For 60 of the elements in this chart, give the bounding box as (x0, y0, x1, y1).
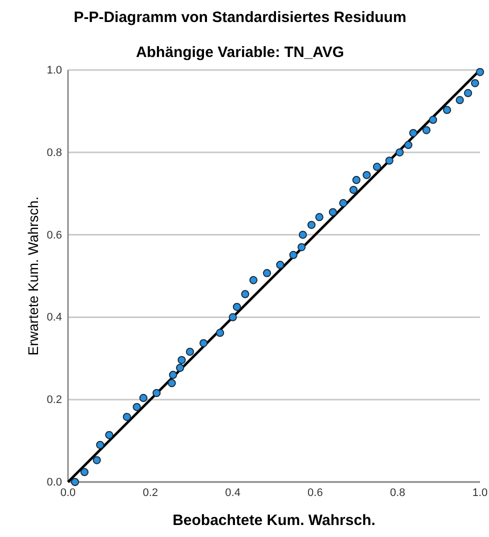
x-tick-label: 0.0 (60, 486, 76, 499)
point (132, 402, 141, 412)
point (168, 379, 176, 388)
point (456, 96, 464, 104)
point (70, 478, 80, 486)
point (139, 394, 148, 402)
x-tick-label: 1.0 (472, 486, 488, 499)
x-tick-label: 0.4 (225, 486, 240, 499)
chart-subtitle: Abhängige Variable: TN_AVG (136, 44, 344, 61)
point (216, 328, 224, 337)
point (289, 250, 298, 260)
y-tick-label: 0.6 (46, 229, 62, 242)
point (262, 269, 272, 278)
point (442, 106, 452, 114)
y-tick-label: 1.0 (46, 64, 62, 77)
point (276, 260, 284, 269)
y-tick-label: 0.0 (46, 476, 62, 489)
point (152, 388, 161, 398)
point (199, 339, 208, 348)
y-tick-label: 0.2 (46, 394, 62, 406)
point (315, 213, 324, 222)
point (385, 156, 394, 165)
point (178, 356, 186, 364)
point (396, 148, 404, 156)
point (372, 162, 382, 171)
point (349, 186, 358, 194)
point (404, 140, 412, 150)
point (464, 89, 472, 98)
point (476, 68, 484, 76)
x-tick-label: 0.6 (308, 486, 323, 499)
point (422, 126, 431, 134)
point (339, 199, 348, 208)
y-axis-title: Erwartete Kum. Wahrsch. (25, 196, 41, 356)
point (168, 370, 178, 379)
point (328, 208, 337, 216)
chart-title: P-P-Diagramm von Standardisiertes Residuum (74, 9, 406, 26)
point (428, 116, 438, 124)
point (228, 313, 237, 322)
point (298, 230, 307, 239)
point (352, 176, 360, 184)
point (249, 276, 258, 284)
point (307, 220, 316, 229)
y-tick-label: 0.4 (46, 312, 62, 324)
point (470, 79, 480, 88)
point (80, 468, 89, 476)
point (96, 440, 104, 449)
point (232, 302, 241, 311)
x-axis-title: Beobachtete Kum. Wahrsch. (172, 512, 376, 529)
point (122, 412, 131, 421)
x-tick-label: 0.2 (142, 486, 158, 499)
point (362, 171, 371, 180)
point (176, 364, 184, 372)
point (186, 348, 194, 356)
point (105, 430, 114, 440)
point (241, 290, 250, 298)
x-tick-label: 0.8 (390, 486, 406, 499)
y-tick-label: 0.8 (46, 146, 62, 159)
point (409, 128, 418, 138)
point (92, 456, 101, 464)
point (298, 243, 306, 252)
